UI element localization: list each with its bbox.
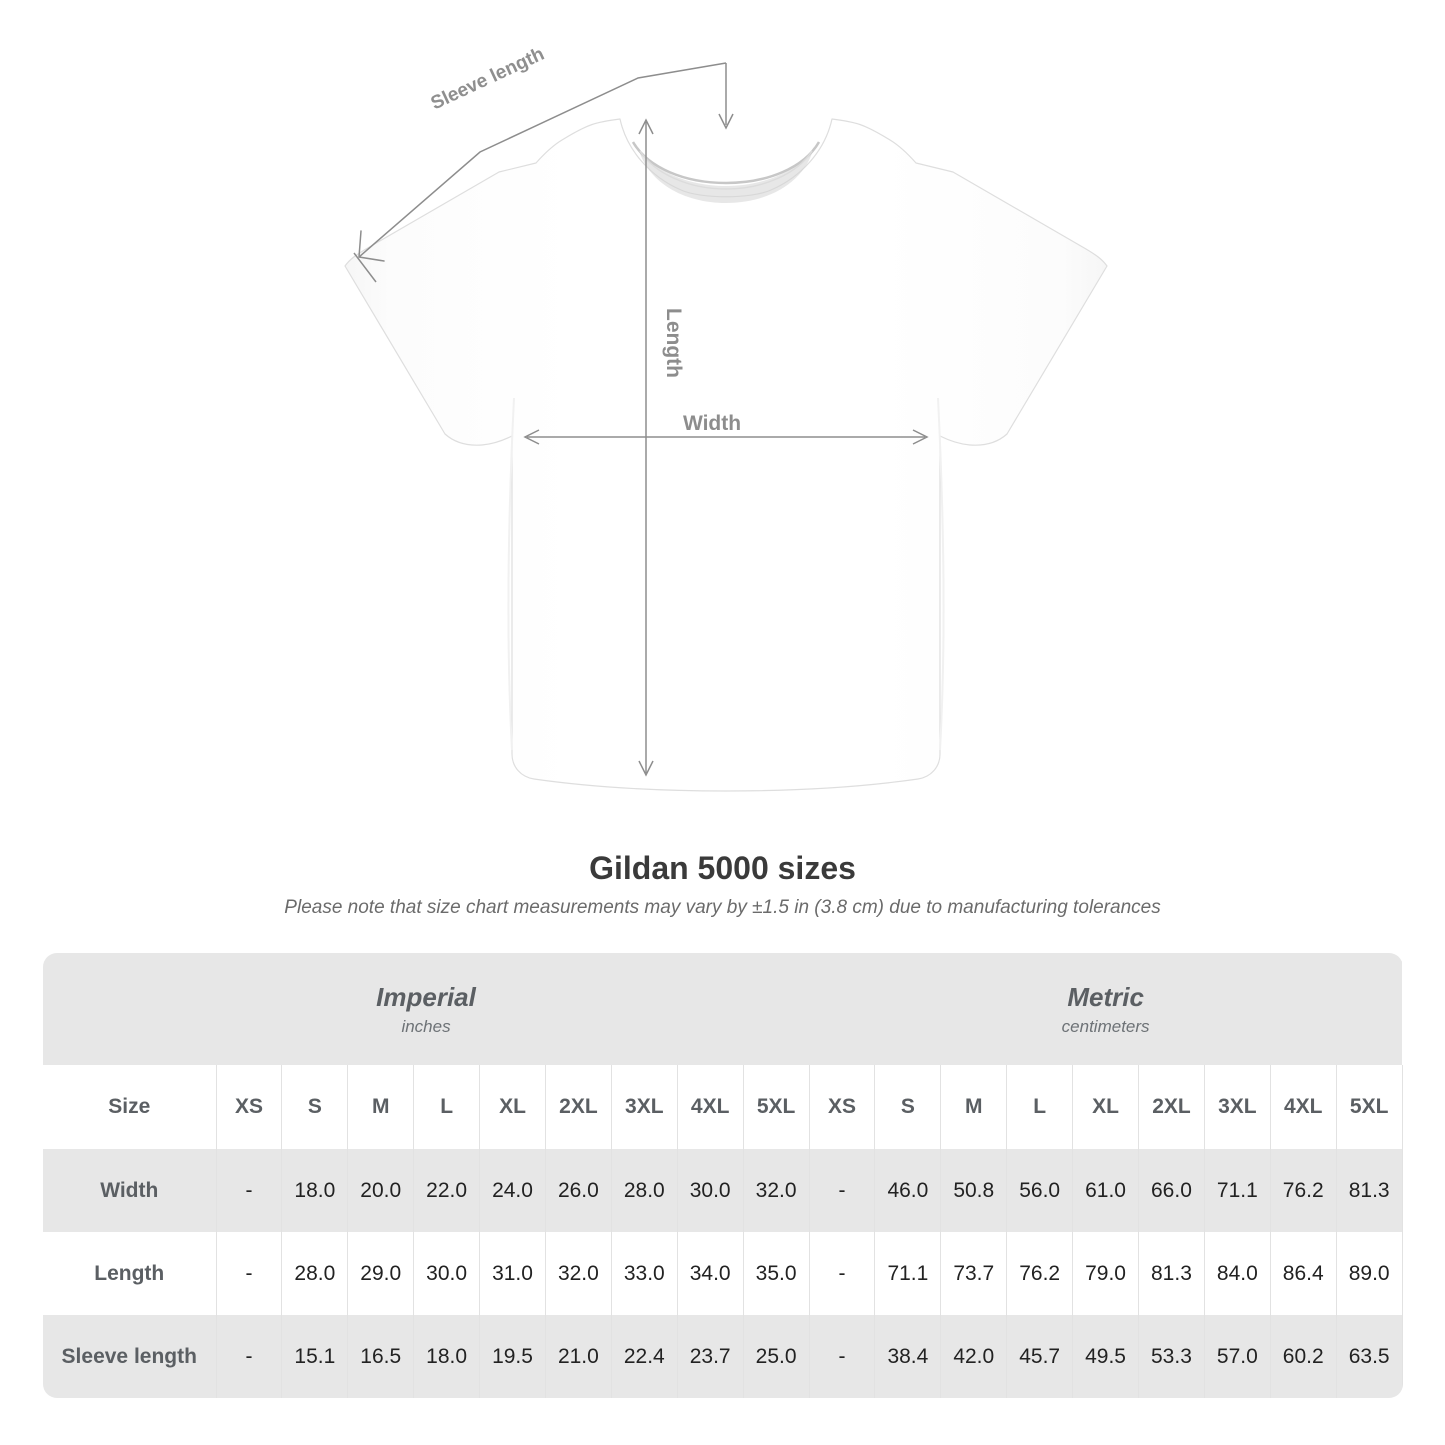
- svg-text:Length: Length: [662, 308, 685, 378]
- svg-text:Width: Width: [683, 412, 741, 435]
- svg-text:Sleeve length: Sleeve length: [428, 44, 548, 115]
